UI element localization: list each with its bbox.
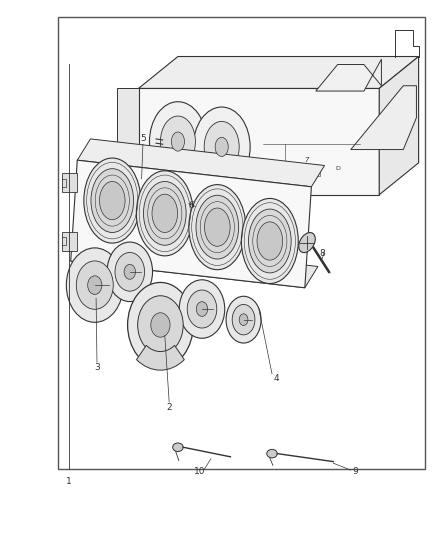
Ellipse shape — [136, 171, 193, 256]
Ellipse shape — [179, 280, 224, 338]
Ellipse shape — [193, 107, 250, 187]
Ellipse shape — [127, 282, 193, 368]
Ellipse shape — [107, 242, 152, 302]
Polygon shape — [117, 88, 138, 195]
Ellipse shape — [226, 296, 261, 343]
Ellipse shape — [248, 209, 290, 273]
Polygon shape — [315, 59, 381, 91]
Ellipse shape — [195, 195, 238, 259]
Text: 9: 9 — [351, 467, 357, 475]
Polygon shape — [378, 56, 418, 195]
Polygon shape — [350, 86, 416, 150]
Ellipse shape — [124, 264, 135, 279]
Ellipse shape — [160, 116, 195, 167]
Polygon shape — [71, 160, 311, 288]
Text: 2: 2 — [166, 403, 172, 412]
Ellipse shape — [196, 302, 207, 317]
Ellipse shape — [99, 181, 125, 220]
Ellipse shape — [232, 304, 254, 335]
Ellipse shape — [187, 290, 216, 328]
Polygon shape — [62, 232, 77, 251]
Ellipse shape — [76, 261, 113, 309]
Ellipse shape — [172, 443, 183, 451]
Text: 5: 5 — [140, 134, 145, 143]
Text: 8: 8 — [319, 249, 325, 258]
Text: 4: 4 — [273, 374, 279, 383]
Ellipse shape — [84, 158, 141, 243]
Bar — [57, 17, 424, 469]
Ellipse shape — [91, 168, 133, 232]
Ellipse shape — [115, 253, 144, 291]
Text: 7: 7 — [304, 157, 308, 163]
Ellipse shape — [150, 313, 170, 337]
Ellipse shape — [171, 132, 184, 151]
Polygon shape — [138, 88, 378, 195]
Ellipse shape — [239, 314, 247, 326]
Text: 6: 6 — [188, 201, 194, 210]
Ellipse shape — [138, 296, 183, 354]
Polygon shape — [71, 240, 317, 288]
Polygon shape — [77, 139, 324, 187]
Ellipse shape — [88, 276, 102, 294]
Ellipse shape — [143, 181, 186, 245]
Polygon shape — [62, 173, 77, 192]
Ellipse shape — [149, 102, 206, 181]
Ellipse shape — [266, 449, 277, 458]
Ellipse shape — [188, 184, 245, 270]
Text: 1: 1 — [66, 478, 71, 486]
Text: 3: 3 — [94, 363, 99, 372]
Ellipse shape — [215, 138, 228, 157]
Text: D: D — [335, 166, 339, 171]
Text: 10: 10 — [194, 467, 205, 475]
Ellipse shape — [133, 180, 148, 194]
Ellipse shape — [66, 248, 123, 322]
Ellipse shape — [241, 198, 297, 284]
Ellipse shape — [298, 232, 314, 253]
Ellipse shape — [204, 122, 239, 172]
Ellipse shape — [204, 208, 230, 246]
Wedge shape — [136, 345, 184, 370]
Ellipse shape — [172, 199, 192, 212]
Ellipse shape — [152, 194, 177, 232]
Polygon shape — [138, 56, 418, 88]
Ellipse shape — [256, 222, 282, 260]
